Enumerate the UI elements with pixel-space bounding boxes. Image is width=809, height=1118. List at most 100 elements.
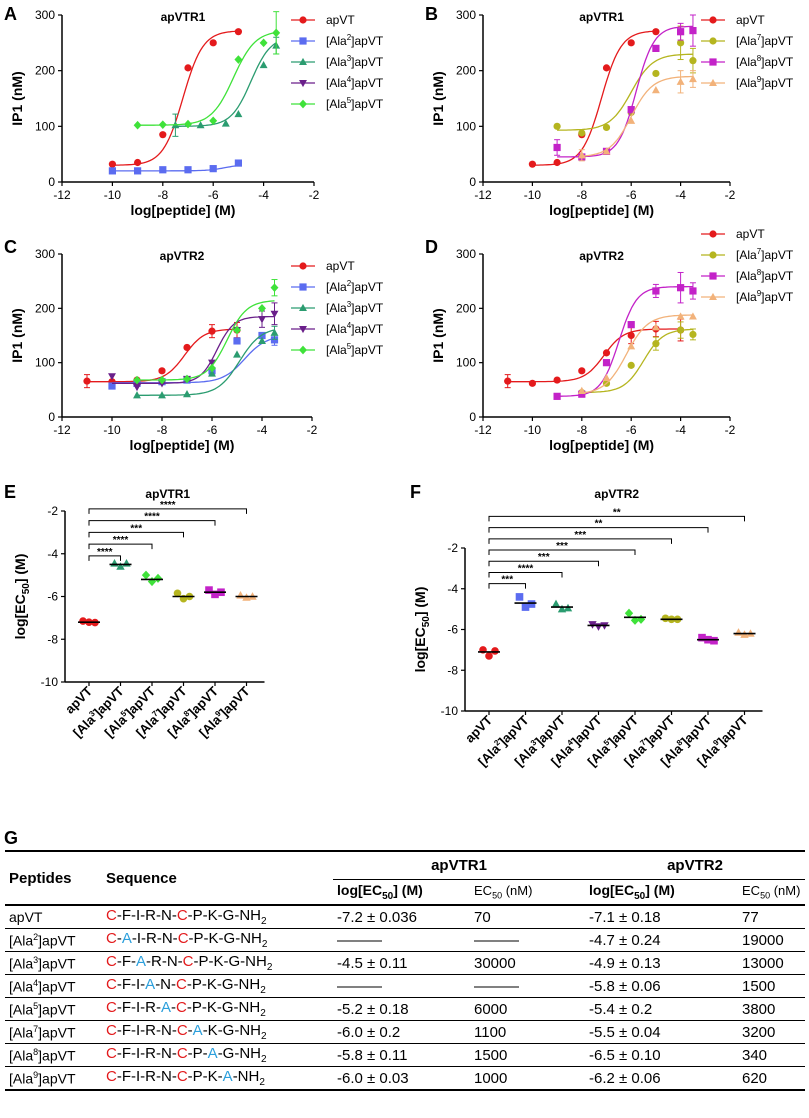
fit-curve [581, 314, 693, 394]
data-point [689, 330, 697, 339]
data-point [159, 166, 167, 174]
significance-label: *** [556, 541, 568, 552]
significance-bracket [88, 555, 121, 561]
peptide-table: Peptides Sequence apVTR1 apVTR2 log[EC50… [5, 850, 805, 1091]
data-point [211, 590, 219, 599]
data-point [551, 599, 561, 608]
significance-bracket [488, 527, 709, 533]
data-point [233, 337, 241, 345]
data-point [184, 166, 192, 174]
x-axis-label: log[peptide] (M) [549, 202, 654, 218]
chart-title: apVTR2 [160, 249, 205, 263]
data-point [578, 129, 586, 137]
data-point [209, 116, 218, 126]
significance-bracket [488, 571, 563, 578]
peptide-name: [Ala4]apVT [9, 977, 76, 995]
data-point [158, 375, 166, 385]
apvtr2-log-ec50: -7.1 ± 0.18 [589, 908, 661, 926]
apvtr1-log-ec50: -4.5 ± 0.11 [337, 954, 408, 972]
data-point [272, 28, 281, 38]
x-tick-label: -8 [576, 423, 587, 437]
panel-label: E [4, 482, 16, 502]
col-r1-ec: EC50 (nM) [474, 883, 533, 901]
data-point [153, 573, 163, 583]
data-point [677, 326, 685, 334]
legend-entry: apVT [326, 13, 355, 27]
data-point [234, 159, 242, 167]
data-point [676, 77, 685, 85]
data-point [258, 304, 266, 313]
data-point [108, 160, 116, 168]
y-tick-label: 0 [48, 410, 55, 424]
peptide-name: [Ala5]apVT [9, 1000, 76, 1018]
apvtr1-ec50: 1000 [474, 1069, 508, 1087]
fit-curve [175, 42, 277, 127]
data-point [676, 312, 685, 320]
x-tick-label: -8 [157, 188, 168, 202]
x-tick-label: -6 [208, 188, 219, 202]
data-point [158, 120, 167, 129]
data-point [627, 361, 635, 369]
x-axis-label: log[peptide] (M) [549, 437, 654, 453]
data-point [208, 369, 216, 377]
table-body: apVT C-F-I-R-N-C-P-K-G-NH2 -7.2 ± 0.036 70 -… [5, 905, 805, 1090]
legend-entry: [Ala4]apVT [326, 321, 384, 336]
apvtr2-log-ec50: -6.5 ± 0.10 [589, 1046, 661, 1064]
apvtr2-log-ec50: -5.5 ± 0.04 [589, 1023, 661, 1041]
data-point [270, 336, 279, 344]
significance-bracket [488, 560, 599, 567]
apvtr1-ec50: ——— [474, 977, 519, 995]
chart-title: apVTR2 [594, 487, 639, 501]
apvtr1-log-ec50: ——— [337, 977, 382, 995]
data-point [485, 652, 493, 660]
y-tick-label: 200 [456, 301, 476, 315]
fit-curve [112, 30, 239, 166]
x-tick-label: -12 [474, 188, 492, 202]
x-tick-label: -4 [675, 188, 686, 202]
legend-marker [299, 57, 307, 66]
legend-marker [709, 16, 717, 24]
table-row: [Ala7]apVT C-F-I-R-N-C-A-K-G-NH2 -6.0 ± 0.… [5, 1021, 805, 1044]
data-point [491, 647, 499, 655]
apvtr1-log-ec50: -6.0 ± 0.03 [337, 1069, 409, 1087]
data-point [651, 323, 660, 331]
peptide-sequence: C-A-I-R-N-C-P-K-G-NH2 [106, 930, 268, 950]
data-point [134, 158, 142, 167]
data-point [528, 379, 537, 387]
chart-title: apVTR1 [161, 10, 206, 24]
data-point [689, 287, 697, 295]
apvtr1-ec50: 6000 [474, 1000, 508, 1018]
data-point [173, 589, 182, 598]
x-tick-label: -10 [524, 188, 542, 202]
x-tick-label: -2 [725, 423, 736, 437]
data-point [602, 64, 611, 72]
data-point [209, 39, 217, 47]
data-point [108, 382, 116, 390]
apvtr1-ec50: 1100 [474, 1023, 507, 1041]
x-axis-label: log[peptide] (M) [130, 437, 235, 453]
data-point [710, 636, 718, 645]
y-tick-label: -4 [447, 582, 458, 596]
x-tick-label: -4 [675, 423, 686, 437]
chart-title: apVTR1 [579, 10, 624, 24]
legend-entry: [Ala8]apVT [736, 54, 794, 69]
apvtr2-log-ec50: -5.4 ± 0.2 [589, 1000, 653, 1018]
y-tick-label: 300 [35, 8, 55, 22]
data-point [233, 325, 241, 335]
y-tick-label: -2 [447, 541, 458, 555]
data-point [627, 331, 635, 340]
legend-marker [299, 37, 307, 45]
data-point [133, 120, 142, 130]
legend-marker [709, 58, 717, 66]
data-point [652, 44, 660, 52]
data-point [636, 614, 646, 624]
y-tick-label: -4 [47, 547, 58, 561]
legend-entry: [Ala2]apVT [326, 33, 384, 48]
fit-curve [557, 25, 693, 158]
data-point [602, 373, 611, 381]
data-point [209, 165, 217, 173]
significance-bracket [488, 583, 526, 589]
